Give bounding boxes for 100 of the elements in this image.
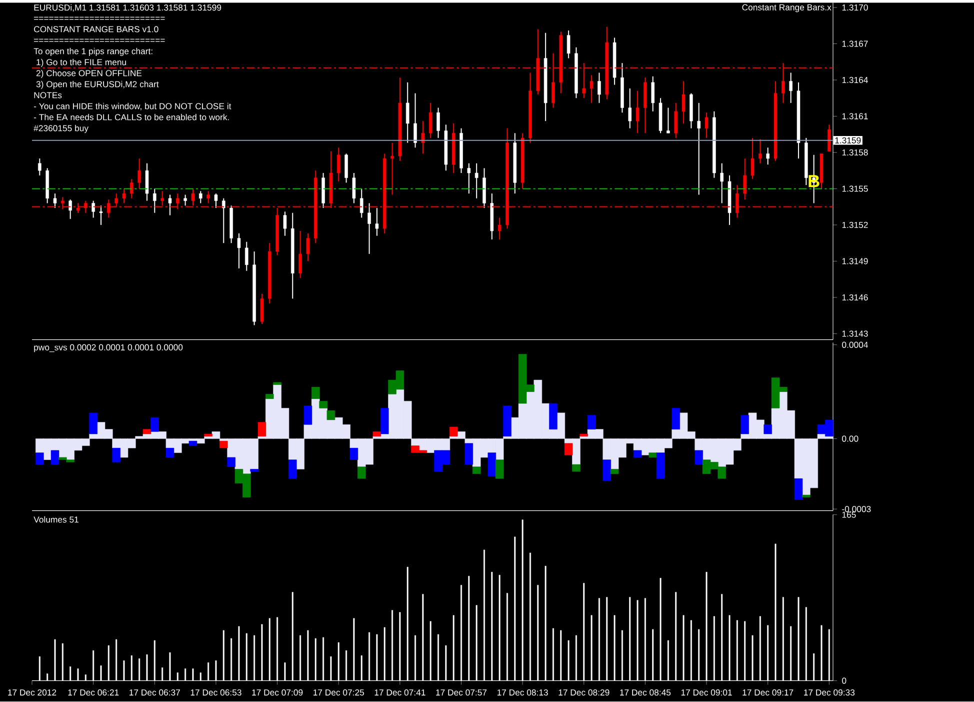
bar [112,448,120,462]
candlestick [222,198,226,244]
candlestick [428,102,432,139]
x-tick-label: 17 Dec 08:29 [558,690,610,696]
bar [694,450,704,465]
chart-subtitle: Constant Range Bars.x [742,4,832,12]
x-tick-label: 17 Dec 08:45 [620,690,671,696]
bar [633,450,642,458]
bar [372,432,382,437]
candlestick [590,74,594,104]
x-tick-label: 17 Dec 06:53 [190,690,242,696]
candlestick [651,76,655,112]
x-tick-label: 17 Dec 06:37 [130,690,180,696]
bar [587,415,596,430]
y-tick-label: 0.0004 [842,342,868,348]
bar [357,466,366,479]
x-tick-label: 17 Dec 07:57 [436,690,487,696]
bar [656,452,665,479]
bar [794,478,803,500]
bar [50,450,60,465]
candlestick [206,190,210,204]
candlestick [682,80,686,124]
candlestick [720,162,724,204]
candlestick [750,138,754,180]
candlestick [498,217,502,240]
candlestick [368,202,371,255]
bar [495,460,504,479]
annotation: NOTEs [34,92,62,98]
bar [166,448,174,458]
candlestick [636,90,640,134]
candlestick [138,158,141,190]
candlestick [53,193,57,209]
candlestick [743,158,746,200]
bar [672,408,680,430]
annotation: #2360155 buy [34,125,88,134]
bar [219,441,228,448]
candlestick [199,190,202,204]
bar [572,464,580,472]
bar [449,426,458,437]
candlestick [168,194,172,216]
candlestick [704,112,708,139]
candlestick [467,162,471,194]
annotation: 1) Go to the FILE menu [36,59,126,68]
bar [764,424,772,434]
candlestick [375,208,379,236]
y-tick-label: 1.3164 [842,77,868,84]
candlestick [260,293,264,325]
bar [304,406,312,425]
candlestick [298,230,302,279]
bar [204,434,212,437]
x-tick-label: 17 Dec 06:21 [68,690,119,696]
bar [150,418,159,432]
bar [740,415,749,434]
annotation: - The EA needs DLL CALLS to be enabled to work. [34,114,229,120]
x-tick-label: 17 Dec 07:41 [374,690,426,696]
candlestick [628,88,632,129]
y-tick-label: 1.3155 [842,186,868,192]
candlestick [766,147,770,166]
bar [602,460,612,482]
annotation: CONSTANT RANGE BARS v1.0 [34,26,158,32]
y-tick-label: 1.3143 [842,330,868,337]
annotation: 2) Choose OPEN OFFLINE [36,70,142,78]
y-tick-label: 1.3167 [842,40,868,47]
y-tick-label: 0.00 [842,436,858,442]
candlestick [758,138,762,164]
bar [227,457,236,468]
bar [142,429,152,434]
candlestick [566,30,570,59]
candlestick [474,162,478,200]
y-tick-label: 1.3152 [842,222,868,228]
candlestick [414,92,417,148]
y-tick-label: 1.3158 [842,150,868,156]
bar [250,469,258,472]
bar [488,452,496,476]
candlestick [598,72,601,104]
candlestick [122,188,126,204]
candlestick [244,241,248,272]
candlestick [352,172,356,204]
bar [580,434,588,437]
candlestick [336,147,340,182]
y-tick-label: 0 [842,678,846,684]
bar [503,406,512,437]
candlestick [153,188,156,214]
candlestick [184,194,187,206]
bar [380,408,389,434]
bar [549,403,558,430]
bar [188,441,198,446]
candlestick [436,107,440,139]
y-tick-label: 165 [842,512,856,518]
candlestick [214,193,218,209]
bar [288,460,297,479]
x-tick-label: 17 Dec 08:13 [497,690,548,696]
candlestick [390,142,394,196]
x-tick-label: 17 Dec 2012 [8,690,56,696]
x-tick-label: 17 Dec 07:09 [252,690,303,696]
x-tick-label: 17 Dec 09:33 [804,690,855,696]
candlestick [283,211,287,236]
x-tick-label: 17 Dec 09:17 [742,690,794,696]
candlestick [344,153,348,184]
bar [311,387,320,400]
